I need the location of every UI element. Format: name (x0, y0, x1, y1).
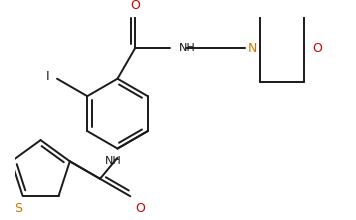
Text: S: S (14, 202, 22, 215)
Text: N: N (248, 42, 257, 55)
Text: I: I (46, 70, 50, 83)
Text: O: O (312, 42, 322, 55)
Text: NH: NH (105, 156, 121, 166)
Text: O: O (130, 0, 140, 12)
Text: O: O (135, 202, 145, 215)
Text: NH: NH (179, 44, 196, 53)
